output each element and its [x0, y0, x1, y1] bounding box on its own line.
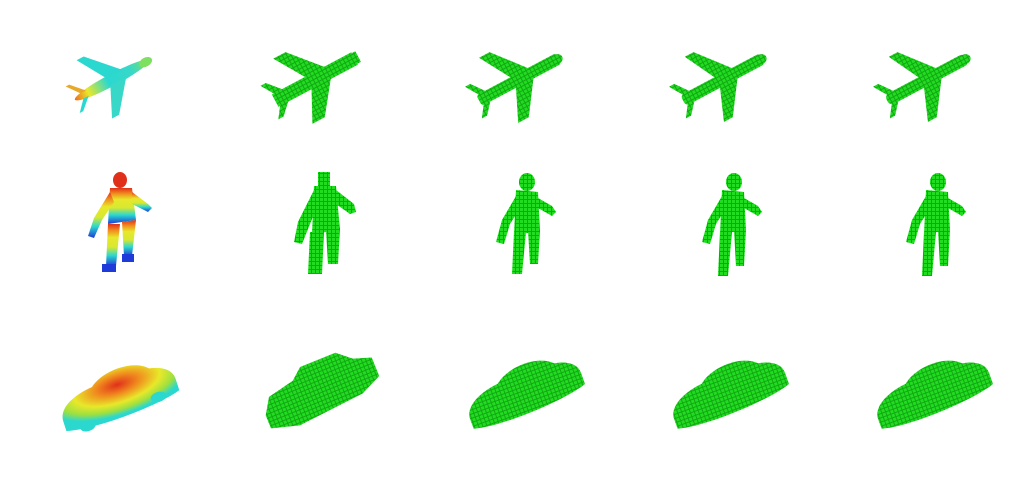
airplane-voxel-3 — [652, 28, 792, 138]
human-voxel-2 — [452, 172, 592, 282]
airplane-voxel-1 — [244, 28, 384, 138]
airplane-voxel-2 — [448, 28, 588, 138]
human-voxel-3 — [656, 172, 796, 282]
car-voxel-1 — [250, 342, 390, 452]
human-heatmap — [48, 168, 188, 278]
car-voxel-4 — [860, 342, 1000, 452]
airplane-voxel-4 — [856, 28, 996, 138]
car-voxel-2 — [452, 342, 592, 452]
car-voxel-3 — [656, 342, 796, 452]
human-voxel-1 — [252, 170, 392, 280]
human-voxel-4 — [860, 172, 1000, 282]
car-heatmap — [46, 344, 186, 454]
airplane-heatmap — [40, 28, 180, 138]
